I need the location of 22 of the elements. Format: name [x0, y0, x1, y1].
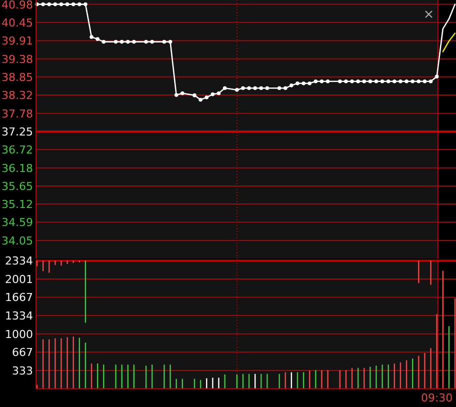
y-tick-label: 34.05 [2, 234, 33, 248]
y-tick-label: 40.45 [2, 16, 33, 30]
y-tick-label: 2334 [5, 254, 33, 268]
y-tick-label: 39.91 [2, 34, 33, 48]
y-tick-label: 1334 [5, 310, 33, 322]
y-tick-label: 37.25 [2, 125, 33, 138]
y-tick-label: 1667 [5, 291, 33, 304]
y-tick-label: 36.72 [2, 143, 33, 156]
x-tick-label: 09:30 [420, 392, 453, 405]
y-tick-label: 38.85 [2, 70, 33, 84]
y-tick-label: 38.32 [2, 88, 33, 102]
y-tick-label: 2001 [5, 272, 33, 286]
y-tick-label: 40.98 [2, 0, 33, 12]
y-tick-label: 35.12 [2, 198, 33, 212]
y-tick-label: 37.78 [2, 107, 33, 120]
y-tick-label: 36.18 [2, 162, 33, 175]
y-tick-label: 35.65 [2, 180, 33, 193]
y-tick-label: 667 [12, 346, 33, 360]
y-tick-label: 34.59 [2, 216, 33, 230]
y-tick-label: 333 [12, 364, 33, 378]
y-tick-label: 39.38 [2, 52, 33, 66]
y-tick-label: 1000 [5, 328, 33, 341]
